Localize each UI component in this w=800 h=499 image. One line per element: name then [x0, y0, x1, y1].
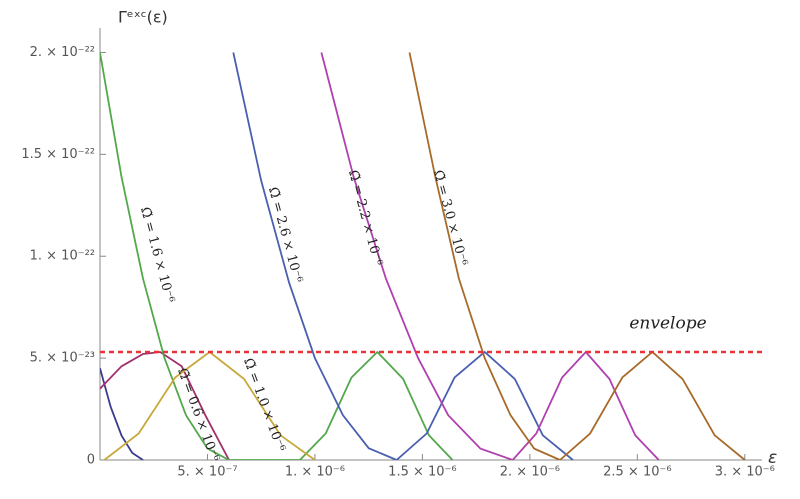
envelope-label: envelope	[629, 314, 706, 334]
y-tick-label: 5. × 10⁻²³	[30, 351, 95, 366]
y-tick-label: 0	[87, 453, 95, 468]
curve	[100, 351, 230, 460]
y-tick-label: 1. × 10⁻²²	[30, 249, 95, 264]
x-axis-label: ε	[768, 448, 777, 468]
x-tick-label: 3. × 10⁻⁶	[715, 465, 775, 480]
x-tick-label: 1. × 10⁻⁶	[285, 465, 345, 480]
curve	[232, 52, 574, 460]
y-tick-label: 2. × 10⁻²²	[30, 45, 95, 60]
curve	[100, 52, 454, 460]
x-tick-label: 2.5 × 10⁻⁶	[603, 465, 671, 480]
curve-label: Ω̃ = 1.0 × 10⁻⁶	[240, 356, 288, 454]
x-tick-label: 5. × 10⁻⁷	[177, 465, 237, 480]
curve-label: Ω̃ = 0.6 × 10⁻⁶	[174, 366, 222, 464]
curve-label: Ω̃ = 2.2 × 10⁻⁶	[345, 169, 385, 268]
curve	[408, 52, 746, 460]
curve	[320, 52, 660, 460]
x-tick-label: 1.5 × 10⁻⁶	[388, 465, 456, 480]
y-axis-label: Γᵉˣᶜ(ε)	[118, 8, 168, 27]
y-tick-label: 1.5 × 10⁻²²	[21, 147, 95, 162]
curve-label: Ω̃ = 1.6 × 10⁻⁶	[137, 206, 177, 305]
curve-label: Ω̃ = 3.0 × 10⁻⁶	[430, 169, 470, 268]
curve	[100, 368, 144, 460]
x-tick-label: 2. × 10⁻⁶	[500, 465, 560, 480]
